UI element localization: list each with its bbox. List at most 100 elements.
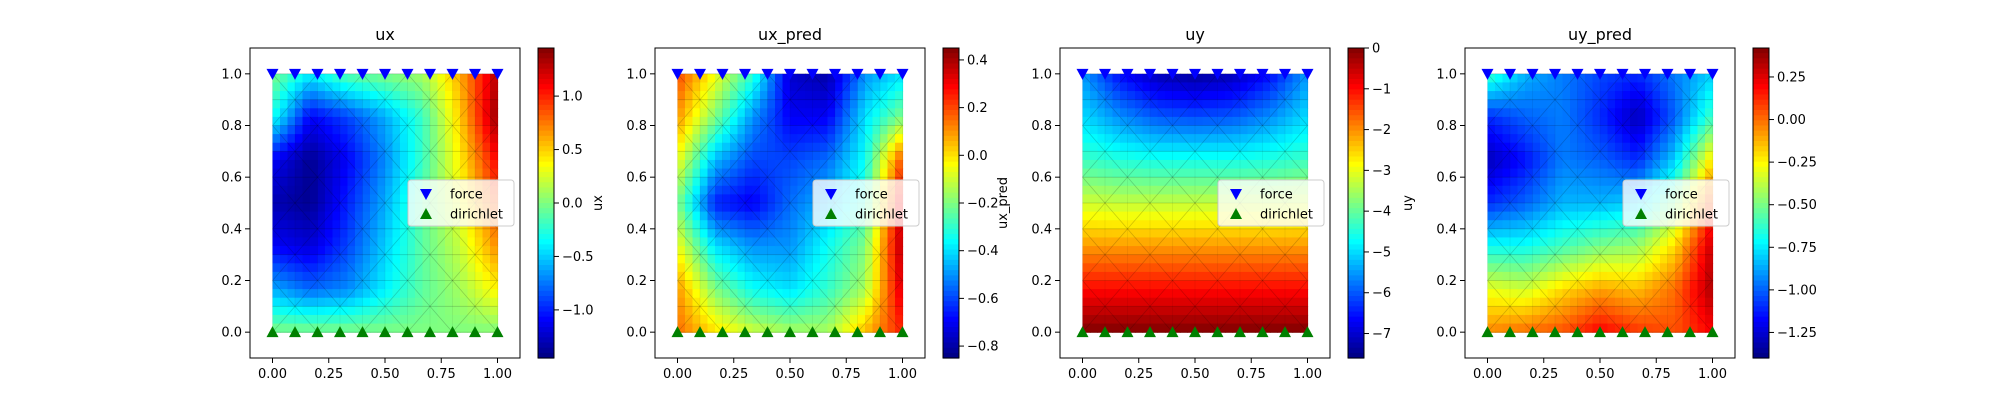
field-cell — [1562, 168, 1571, 178]
field-cell — [775, 220, 784, 230]
field-cell — [490, 297, 499, 307]
field-cell — [1202, 246, 1211, 256]
field-cell — [782, 134, 791, 144]
field-cell — [467, 314, 476, 325]
field-cell — [1615, 168, 1624, 178]
field-cell — [355, 134, 364, 144]
force-marker — [784, 68, 796, 80]
field-cell — [332, 73, 341, 84]
field-cell — [460, 125, 469, 135]
y-tick-label: 0.4 — [1031, 222, 1052, 237]
field-cell — [1157, 280, 1166, 290]
mesh-edge — [834, 280, 858, 307]
field-cell — [1135, 168, 1144, 178]
field-cell — [1630, 91, 1639, 101]
field-cell — [1615, 314, 1624, 325]
field-cell — [715, 142, 724, 152]
mesh-edge — [339, 151, 363, 178]
field-cell — [1615, 228, 1624, 239]
field-cell — [1532, 263, 1541, 273]
field-cell — [722, 289, 731, 299]
field-cell — [1142, 263, 1151, 273]
field-cell — [310, 82, 319, 92]
field-cell — [347, 246, 356, 256]
field-cell — [1217, 134, 1226, 144]
field-cell — [1270, 116, 1279, 127]
field-cell — [467, 99, 476, 109]
field-cell — [745, 280, 754, 290]
field-cell — [1292, 314, 1301, 325]
mesh-edge — [294, 125, 318, 152]
mesh-edge — [1509, 151, 1533, 178]
field-cell — [1180, 297, 1189, 307]
field-cell — [692, 168, 701, 178]
field-cell — [865, 99, 874, 109]
field-cell — [1570, 159, 1579, 170]
mesh-edge — [272, 306, 296, 333]
field-cell — [1540, 297, 1549, 307]
field-cell — [842, 108, 851, 118]
field-cell — [1622, 168, 1631, 178]
field-cell — [1202, 289, 1211, 299]
field-cell — [1285, 289, 1294, 299]
field-cell — [332, 159, 341, 170]
field-cell — [760, 185, 769, 195]
colorbar-segment — [943, 110, 959, 116]
field-cell — [1090, 289, 1099, 299]
field-cell — [1120, 289, 1129, 299]
field-cell — [1555, 203, 1564, 213]
field-cell — [1577, 203, 1586, 213]
field-cell — [880, 168, 889, 178]
field-cell — [467, 134, 476, 144]
field-cell — [287, 168, 296, 178]
field-cell — [340, 323, 349, 333]
field-cell — [715, 91, 724, 101]
field-cell — [895, 306, 904, 316]
field-cell — [1270, 314, 1279, 325]
field-cell — [310, 271, 319, 282]
dirichlet-marker — [1504, 326, 1516, 338]
field-cell — [1547, 263, 1556, 273]
field-cell — [760, 220, 769, 230]
mesh-edge — [1262, 254, 1286, 281]
field-cell — [1240, 108, 1249, 118]
field-cell — [272, 306, 281, 316]
field-cell — [722, 271, 731, 282]
field-cell — [797, 246, 806, 256]
field-cell — [782, 82, 791, 92]
field-cell — [422, 99, 431, 109]
field-cell — [1705, 254, 1714, 264]
field-cell — [400, 168, 409, 178]
mesh-edge — [699, 202, 723, 230]
field-cell — [880, 263, 889, 273]
field-cell — [692, 185, 701, 195]
field-cell — [1195, 151, 1204, 161]
mesh-edge — [1532, 306, 1556, 333]
field-cell — [1217, 280, 1226, 290]
field-cell — [1195, 108, 1204, 118]
field-cell — [1532, 228, 1541, 239]
field-cell — [1082, 168, 1091, 178]
field-cell — [1127, 151, 1136, 161]
field-cell — [1697, 99, 1706, 109]
field-cell — [737, 237, 746, 247]
field-cell — [1697, 125, 1706, 135]
field-cell — [1517, 82, 1526, 92]
field-cell — [1555, 194, 1564, 204]
field-cell — [370, 82, 379, 92]
field-cell — [280, 211, 289, 221]
field-cell — [1547, 168, 1556, 178]
field-cell — [1645, 254, 1654, 264]
field-cell — [362, 314, 371, 325]
field-cell — [895, 254, 904, 264]
field-cell — [1570, 271, 1579, 282]
field-cell — [1135, 151, 1144, 161]
field-cell — [287, 125, 296, 135]
field-cell — [835, 280, 844, 290]
field-cell — [1232, 271, 1241, 282]
field-cell — [1645, 263, 1654, 273]
field-cell — [1187, 168, 1196, 178]
field-cell — [1502, 289, 1511, 299]
field-cell — [850, 254, 859, 264]
field-cell — [347, 142, 356, 152]
